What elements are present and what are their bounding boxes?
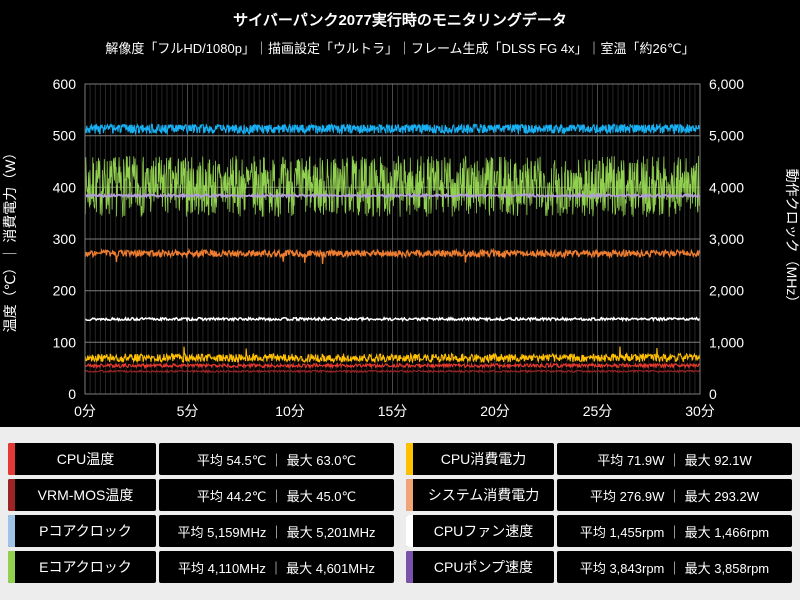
- series-label: CPUファン速度: [433, 523, 534, 539]
- svg-text:15分: 15分: [378, 403, 408, 419]
- svg-text:300: 300: [53, 231, 77, 247]
- svg-text:200: 200: [53, 283, 77, 299]
- series-label-box: Pコアクロック: [8, 515, 156, 547]
- legend-item-vrm-mos-temp: VRM-MOS温度 平均 44.2℃ ｜ 最大 45.0℃: [8, 479, 394, 511]
- series-stats: 平均 71.9W ｜ 最大 92.1W: [557, 443, 792, 475]
- series-color-swatch: [8, 479, 15, 511]
- svg-text:2,000: 2,000: [709, 283, 744, 299]
- series-label: システム消費電力: [427, 487, 540, 503]
- svg-text:25分: 25分: [583, 403, 613, 419]
- svg-text:10分: 10分: [275, 403, 305, 419]
- svg-text:20分: 20分: [480, 403, 510, 419]
- series-label: Pコアクロック: [39, 523, 132, 539]
- series-color-swatch: [406, 551, 413, 583]
- legend-item-cpu-power: CPU消費電力 平均 71.9W ｜ 最大 92.1W: [406, 443, 792, 475]
- plot-border: [84, 83, 701, 395]
- svg-text:4,000: 4,000: [709, 179, 744, 195]
- series-label-box: CPU温度: [8, 443, 156, 475]
- series-cpu_power: [84, 346, 701, 364]
- series-label: Eコアクロック: [39, 559, 132, 575]
- series-color-swatch: [406, 515, 413, 547]
- svg-text:100: 100: [53, 334, 77, 350]
- legend-item-cpu-fan-speed: CPUファン速度 平均 1,455rpm ｜ 最大 1,466rpm: [406, 515, 792, 547]
- series-label: CPUポンプ速度: [433, 559, 534, 575]
- y-left-axis-title: 温度（℃）｜ 消費電力（W）: [2, 146, 18, 333]
- legend-item-e-core-clock: Eコアクロック 平均 4,110MHz ｜ 最大 4,601MHz: [8, 551, 394, 583]
- legend-table: CPU温度 平均 54.5℃ ｜ 最大 63.0℃ CPU消費電力 平均 71.…: [0, 427, 800, 600]
- svg-text:30分: 30分: [685, 403, 715, 419]
- series-stats: 平均 3,843rpm ｜ 最大 3,858rpm: [557, 551, 792, 583]
- monitoring-chart: 0 100 200 300 400 500 600 0 1,000 2,000 3,000 4,000…: [2, 76, 800, 419]
- series-label-box: Eコアクロック: [8, 551, 156, 583]
- series-color-swatch: [406, 479, 413, 511]
- series-stats: 平均 1,455rpm ｜ 最大 1,466rpm: [557, 515, 792, 547]
- legend-item-p-core-clock: Pコアクロック 平均 5,159MHz ｜ 最大 5,201MHz: [8, 515, 394, 547]
- svg-text:5,000: 5,000: [709, 128, 744, 144]
- axis-tick-labels: 0 100 200 300 400 500 600 0 1,000 2,000 3,000 4,000…: [53, 76, 745, 419]
- svg-text:6,000: 6,000: [709, 76, 744, 92]
- svg-text:0: 0: [709, 386, 717, 402]
- series-cpu_temp: [85, 361, 701, 370]
- series-stats: 平均 5,159MHz ｜ 最大 5,201MHz: [159, 515, 394, 547]
- series-p_core_clock: [84, 122, 701, 136]
- series-color-swatch: [406, 443, 413, 475]
- svg-text:600: 600: [53, 76, 77, 92]
- svg-text:3,000: 3,000: [709, 231, 744, 247]
- series-stats: 平均 4,110MHz ｜ 最大 4,601MHz: [159, 551, 394, 583]
- svg-text:0分: 0分: [74, 403, 96, 419]
- legend-item-system-power: システム消費電力 平均 276.9W ｜ 最大 293.2W: [406, 479, 792, 511]
- page-subtitle: 解像度「フルHD/1080p」｜描画設定「ウルトラ」｜フレーム生成「DLSS F…: [105, 40, 695, 56]
- legend-item-cpu-temp: CPU温度 平均 54.5℃ ｜ 最大 63.0℃: [8, 443, 394, 475]
- series-label-box: システム消費電力: [406, 479, 554, 511]
- svg-text:5分: 5分: [177, 403, 199, 419]
- series-label-box: VRM-MOS温度: [8, 479, 156, 511]
- series-color-swatch: [8, 515, 15, 547]
- series-vrm_mos_temp: [84, 369, 701, 374]
- series-label: VRM-MOS温度: [37, 487, 134, 503]
- series-color-swatch: [8, 443, 15, 475]
- series-stats: 平均 44.2℃ ｜ 最大 45.0℃: [159, 479, 394, 511]
- series-label: CPU消費電力: [440, 451, 527, 467]
- series-stats: 平均 276.9W ｜ 最大 293.2W: [557, 479, 792, 511]
- y-right-axis-title: 動作クロック（MHz）: [784, 169, 800, 310]
- series-system_power: [84, 247, 701, 265]
- svg-text:1,000: 1,000: [709, 334, 744, 350]
- series-color-swatch: [8, 551, 15, 583]
- legend-item-cpu-pump-speed: CPUポンプ速度 平均 3,843rpm ｜ 最大 3,858rpm: [406, 551, 792, 583]
- svg-text:500: 500: [53, 128, 77, 144]
- series-label-box: CPUポンプ速度: [406, 551, 554, 583]
- series-label: CPU温度: [56, 451, 115, 467]
- series-label-box: CPUファン速度: [406, 515, 554, 547]
- series-cpu_pump_speed: [84, 192, 701, 200]
- svg-text:400: 400: [53, 179, 77, 195]
- series-stats: 平均 54.5℃ ｜ 最大 63.0℃: [159, 443, 394, 475]
- page-title: サイバーパンク2077実行時のモニタリングデータ: [233, 12, 567, 29]
- series-cpu_fan_speed: [84, 316, 701, 323]
- svg-text:0: 0: [68, 386, 76, 402]
- series-label-box: CPU消費電力: [406, 443, 554, 475]
